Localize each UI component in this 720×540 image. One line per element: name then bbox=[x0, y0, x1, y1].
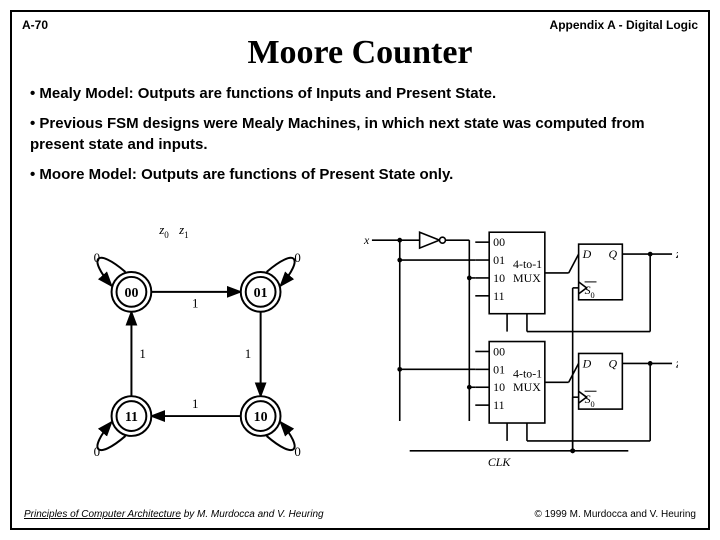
svg-text:00: 00 bbox=[493, 344, 505, 358]
bullet-item: • Previous FSM designs were Mealy Machin… bbox=[30, 114, 690, 155]
footer-right: © 1999 M. Murdocca and V. Heuring bbox=[534, 509, 696, 520]
footer-book-title: Principles of Computer Architecture bbox=[24, 509, 181, 520]
svg-text:4-to-1: 4-to-1 bbox=[513, 366, 542, 380]
header-left: A-70 bbox=[22, 18, 48, 32]
slide-frame: A-70 Appendix A - Digital Logic Moore Co… bbox=[10, 10, 710, 530]
svg-text:1: 1 bbox=[192, 296, 198, 311]
header-right: Appendix A - Digital Logic bbox=[550, 18, 698, 32]
svg-text:10: 10 bbox=[493, 271, 505, 285]
svg-text:MUX: MUX bbox=[513, 271, 541, 285]
svg-text:z1: z1 bbox=[178, 222, 189, 240]
svg-text:0: 0 bbox=[94, 250, 100, 265]
svg-text:11: 11 bbox=[493, 289, 505, 303]
svg-text:0: 0 bbox=[294, 444, 300, 459]
page-title: Moore Counter bbox=[12, 34, 708, 72]
svg-text:01: 01 bbox=[493, 362, 505, 376]
svg-text:1: 1 bbox=[245, 346, 251, 361]
svg-text:01: 01 bbox=[493, 253, 505, 267]
bullet-item: • Mealy Model: Outputs are functions of … bbox=[30, 84, 690, 104]
svg-text:00: 00 bbox=[493, 235, 505, 249]
svg-text:0: 0 bbox=[94, 444, 100, 459]
svg-text:11: 11 bbox=[125, 410, 138, 425]
bullet-item: • Moore Model: Outputs are functions of … bbox=[30, 165, 690, 185]
footer-authors: by M. Murdocca and V. Heuring bbox=[181, 509, 324, 520]
svg-text:z0: z0 bbox=[158, 222, 169, 240]
bullet-list: • Mealy Model: Outputs are functions of … bbox=[30, 84, 690, 195]
svg-text:z0: z0 bbox=[675, 246, 678, 264]
svg-text:z1: z1 bbox=[675, 355, 678, 373]
diagram-area: z0z10000111100011110x000110114-to-1MUXDQ… bbox=[42, 207, 678, 486]
svg-text:D: D bbox=[582, 247, 592, 261]
svg-text:1: 1 bbox=[139, 346, 145, 361]
diagram-svg: z0z10000111100011110x000110114-to-1MUXDQ… bbox=[42, 207, 678, 486]
svg-text:Q: Q bbox=[608, 356, 617, 370]
svg-text:4-to-1: 4-to-1 bbox=[513, 257, 542, 271]
svg-text:11: 11 bbox=[493, 398, 505, 412]
svg-text:10: 10 bbox=[254, 410, 268, 425]
svg-text:00: 00 bbox=[124, 286, 138, 301]
svg-text:D: D bbox=[582, 356, 592, 370]
svg-text:x: x bbox=[363, 233, 370, 247]
svg-text:CLK: CLK bbox=[488, 455, 512, 469]
svg-text:01: 01 bbox=[254, 286, 268, 301]
svg-text:0: 0 bbox=[294, 250, 300, 265]
svg-text:10: 10 bbox=[493, 380, 505, 394]
svg-text:1: 1 bbox=[192, 396, 198, 411]
footer-left: Principles of Computer Architecture by M… bbox=[24, 509, 324, 520]
svg-text:MUX: MUX bbox=[513, 380, 541, 394]
svg-text:Q: Q bbox=[608, 247, 617, 261]
